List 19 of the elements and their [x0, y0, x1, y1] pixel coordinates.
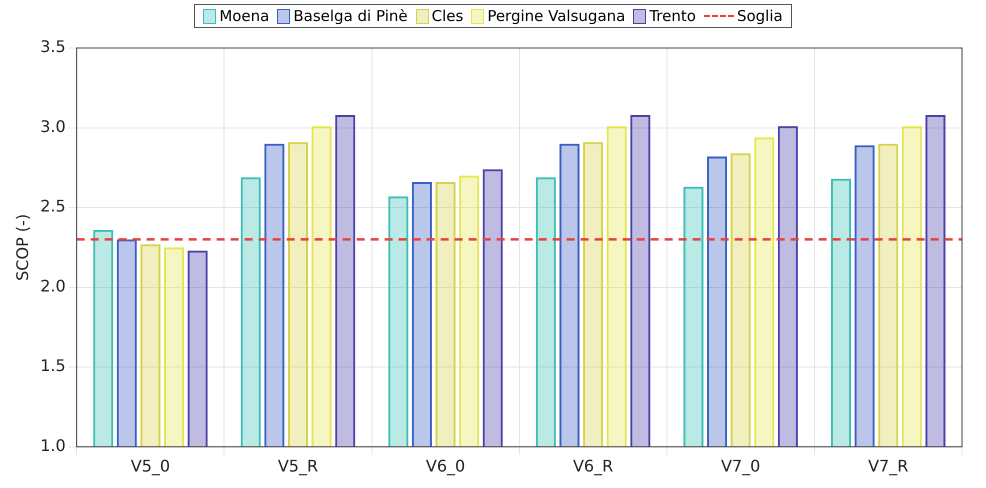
legend-label: Cles	[432, 7, 464, 25]
x-tick-label: V5_R	[278, 456, 318, 476]
x-tick-label: V6_0	[426, 456, 466, 476]
legend-label: Pergine Valsugana	[487, 7, 626, 25]
x-tick-label: V7_R	[868, 456, 908, 476]
x-tick-label: V5_0	[130, 456, 170, 476]
y-axis-title: SCOP (-)	[12, 214, 32, 281]
y-tick-label: 2.5	[40, 196, 66, 216]
y-tick-label: 2.0	[40, 276, 66, 296]
y-tick-label: 1.0	[40, 436, 66, 455]
y-tick-label: 3.5	[40, 37, 66, 56]
legend-label: Moena	[219, 7, 270, 25]
y-tick-label: 3.0	[40, 116, 66, 136]
legend-label: Baselga di Pinè	[293, 7, 408, 25]
y-tick-label: 1.5	[40, 356, 66, 376]
legend-label: Trento	[649, 7, 696, 25]
x-tick-label: V7_0	[721, 456, 760, 476]
legend-label: Soglia	[736, 7, 783, 25]
x-tick-label: V6_R	[572, 456, 614, 476]
